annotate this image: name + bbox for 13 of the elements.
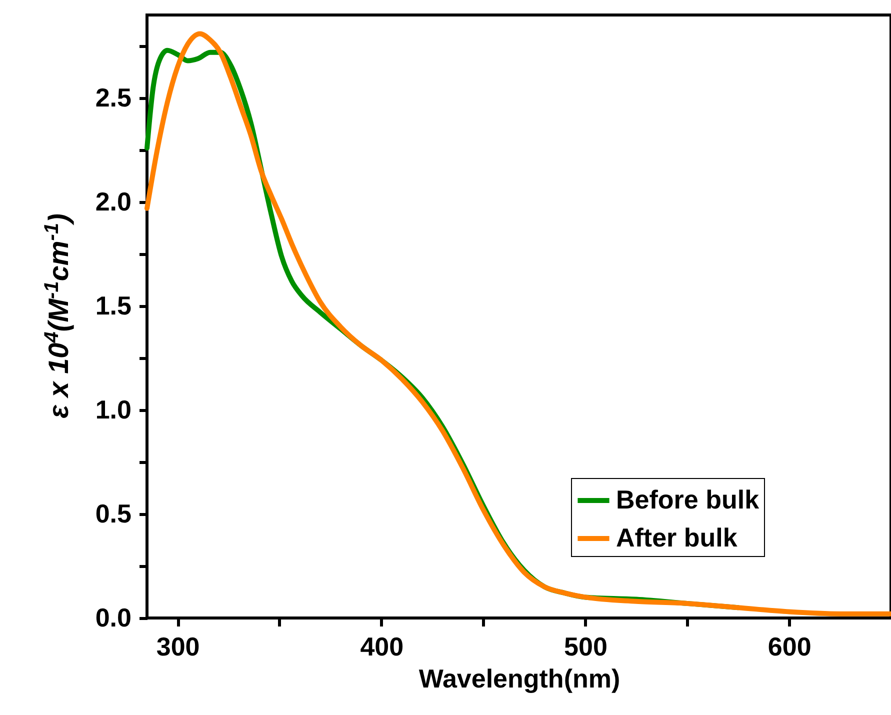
legend-label: Before bulk (616, 484, 760, 514)
y-tick-label: 1.5 (95, 290, 132, 321)
y-tick-label: 2.0 (95, 186, 132, 217)
y-tick-label: 0.5 (95, 498, 132, 529)
x-tick-label: 300 (156, 632, 200, 662)
y-tick-label: 0.0 (95, 602, 132, 632)
y-tick-label: 1.0 (95, 394, 132, 425)
x-tick-label: 400 (360, 632, 404, 662)
x-tick-label: 500 (564, 632, 608, 662)
x-tick-label: 600 (768, 632, 812, 662)
y-tick-label: 2.5 (95, 82, 132, 113)
legend-label: After bulk (616, 522, 738, 552)
x-axis-title: Wavelength(nm) (418, 664, 620, 694)
